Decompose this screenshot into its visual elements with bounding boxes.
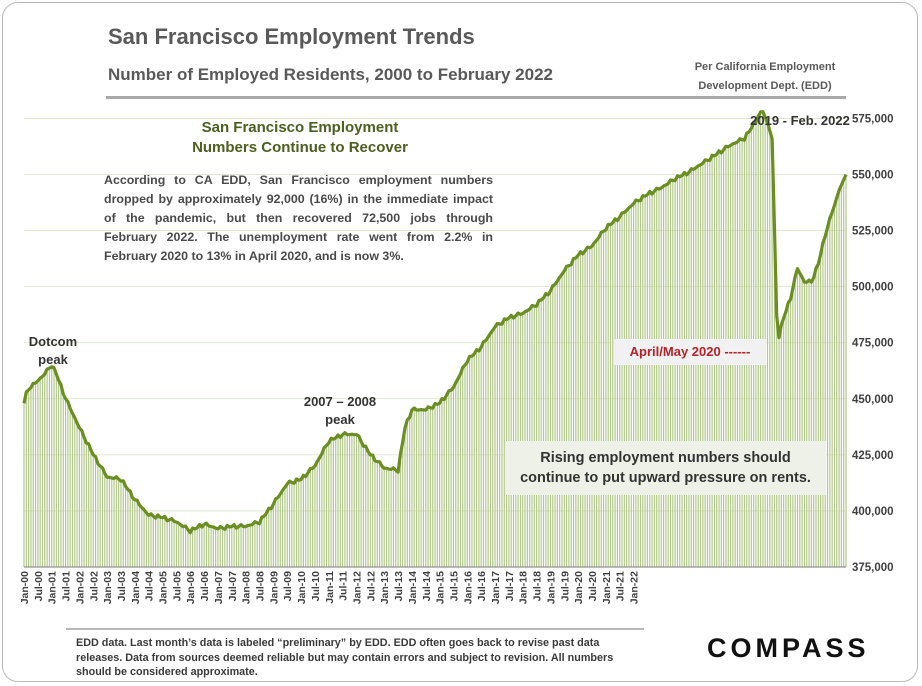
- x-tick-label: Jan-15: [435, 571, 447, 604]
- x-tick-label: Jul-19: [559, 571, 571, 602]
- dotcom-peak-label: Dotcom peak: [18, 333, 88, 369]
- annotation-title-line-2: Numbers Continue to Recover: [192, 139, 408, 156]
- x-tick-label: Jul-03: [116, 571, 128, 602]
- source-note: Per California Employment Development De…: [670, 58, 860, 96]
- x-tick-label: Jan-21: [601, 571, 613, 604]
- footer-divider: [66, 628, 644, 630]
- x-tick-label: Jul-05: [171, 571, 183, 602]
- compass-logo: COMPASS: [707, 633, 870, 663]
- footer-note: EDD data. Last month’s data is labeled “…: [76, 637, 614, 678]
- peak-2019-label: 2019 - Feb. 2022: [750, 113, 850, 128]
- x-tick-label: Jan-11: [324, 571, 336, 604]
- x-tick-label: Jul-09: [282, 571, 294, 602]
- x-tick-label: Jan-14: [407, 571, 419, 604]
- x-tick-label: Jan-05: [158, 571, 170, 604]
- x-tick-label: Jan-00: [19, 571, 31, 604]
- page-title: San Francisco Employment Trends: [108, 24, 475, 49]
- x-tick-label: Jan-06: [185, 571, 197, 604]
- x-tick-label: Jan-18: [518, 571, 530, 604]
- x-tick-label: Jul-13: [393, 571, 405, 602]
- x-tick-label: Jan-10: [296, 571, 308, 604]
- x-tick-label: Jul-01: [61, 571, 73, 602]
- x-tick-label: Jul-00: [33, 571, 45, 602]
- x-tick-label: Jan-08: [241, 571, 253, 604]
- peak-2007-line-1: 2007 – 2008: [303, 394, 377, 409]
- x-tick-label: Jan-13: [379, 571, 391, 604]
- x-tick-label: Jul-14: [421, 571, 433, 602]
- y-tick-label: 550,000: [852, 170, 894, 182]
- annotation-body: According to CA EDD, San Francisco emplo…: [104, 173, 493, 263]
- y-tick-label: 425,000: [852, 450, 894, 462]
- x-tick-label: Jan-20: [573, 571, 585, 604]
- y-tick-label: 525,000: [852, 226, 894, 238]
- x-tick-label: Jul-02: [88, 571, 100, 602]
- rising-line-2: continue to put upward pressure on rents…: [520, 470, 811, 486]
- peak-2007-line-2: peak: [325, 412, 355, 427]
- rising-line-1: Rising employment numbers should: [540, 450, 791, 466]
- header-divider: [106, 96, 846, 99]
- x-tick-label: Jul-07: [227, 571, 239, 602]
- x-tick-label: Jan-01: [47, 571, 59, 604]
- y-tick-label: 375,000: [852, 562, 894, 574]
- x-tick-label: Jan-17: [490, 571, 502, 604]
- x-tick-label: Jan-19: [545, 571, 557, 604]
- x-tick-label: Jul-06: [199, 571, 211, 602]
- page-subtitle: Number of Employed Residents, 2000 to Fe…: [108, 65, 553, 84]
- x-tick-label: Jul-10: [310, 571, 322, 602]
- x-tick-label: Jan-02: [74, 571, 86, 604]
- x-tick-label: Jan-04: [130, 571, 142, 604]
- x-tick-label: Jan-09: [268, 571, 280, 604]
- annotation-title-line-1: San Francisco Employment: [201, 119, 399, 136]
- x-tick-label: Jul-16: [476, 571, 488, 602]
- peak-2007-label: 2007 – 2008 peak: [290, 393, 390, 429]
- y-tick-label: 575,000: [852, 113, 894, 125]
- x-tick-label: Jul-11: [338, 571, 350, 601]
- employment-line: [22, 110, 848, 535]
- annotation-title: San Francisco Employment Numbers Continu…: [140, 118, 460, 158]
- x-tick-label: Jul-08: [255, 571, 267, 602]
- x-tick-label: Jul-12: [365, 571, 377, 602]
- x-tick-label: Jul-20: [587, 571, 599, 602]
- dotcom-label-line-1: Dotcom: [28, 334, 78, 349]
- y-tick-label: 475,000: [852, 338, 894, 350]
- x-tick-label: Jan-07: [213, 571, 225, 604]
- x-tick-label: Jul-04: [144, 571, 156, 602]
- y-tick-label: 400,000: [852, 506, 894, 518]
- x-tick-label: Jan-03: [102, 571, 114, 604]
- y-tick-label: 500,000: [852, 282, 894, 294]
- x-tick-label: Jul-17: [504, 571, 516, 602]
- x-tick-label: Jul-21: [615, 571, 627, 602]
- source-line-2: Development Dept. (EDD): [698, 80, 832, 92]
- source-line-1: Per California Employment: [694, 61, 836, 73]
- april-may-2020-callout: April/May 2020 ------: [614, 339, 766, 365]
- x-tick-label: Jul-18: [532, 571, 544, 602]
- rising-employment-callout: Rising employment numbers should continu…: [505, 441, 826, 495]
- x-tick-label: Jan-22: [629, 571, 641, 604]
- dotcom-label-line-2: peak: [38, 352, 68, 367]
- y-tick-label: 450,000: [852, 394, 894, 406]
- x-tick-label: Jan-16: [462, 571, 474, 604]
- x-tick-label: Jan-12: [351, 571, 363, 604]
- x-tick-label: Jul-15: [448, 571, 460, 602]
